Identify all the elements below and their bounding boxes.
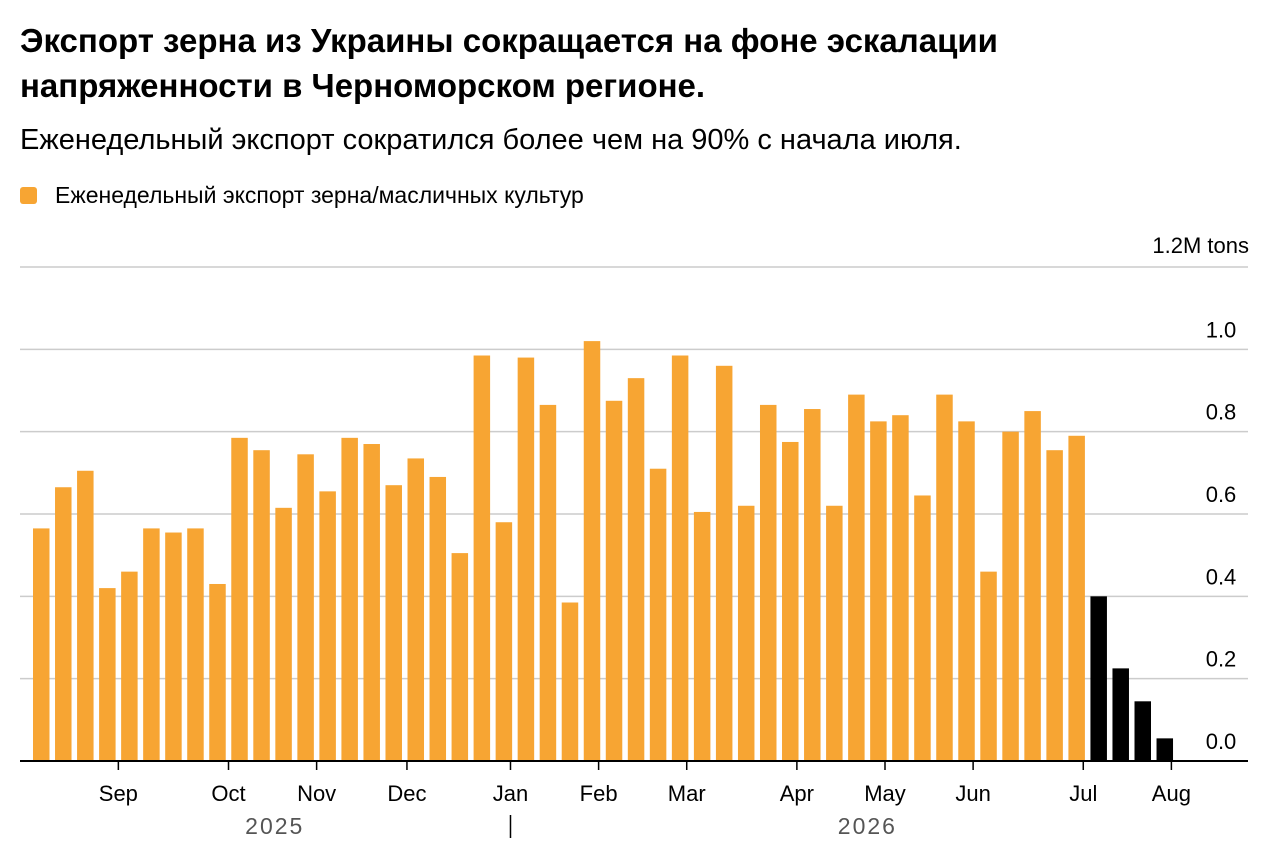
bar	[958, 421, 975, 761]
bar	[892, 415, 909, 761]
bar	[297, 454, 314, 761]
bar	[804, 409, 821, 761]
y-tick-label: 0.4	[1206, 564, 1237, 589]
bar	[627, 378, 645, 761]
bar	[275, 507, 292, 761]
bar	[848, 394, 865, 761]
bar	[407, 458, 425, 761]
x-tick-label: Jan	[493, 781, 528, 806]
bar	[914, 495, 931, 761]
legend: Еженедельный экспорт зерна/масличных кул…	[20, 180, 584, 210]
legend-swatch	[20, 186, 37, 204]
bar	[583, 341, 601, 761]
bar	[495, 522, 513, 761]
y-tick-label: 1.0	[1206, 317, 1237, 342]
chart-subtitle: Еженедельный экспорт сократился более че…	[20, 124, 962, 156]
x-tick-label: Mar	[668, 781, 706, 806]
bar	[165, 532, 182, 761]
bar	[1068, 435, 1085, 761]
bar	[693, 511, 711, 761]
year-label: 2026	[838, 813, 897, 839]
bar	[121, 571, 138, 761]
x-tick-label: Nov	[297, 781, 336, 806]
bar	[671, 355, 689, 761]
y-tick-label: 0.6	[1206, 482, 1237, 507]
bar	[1134, 701, 1151, 761]
bar	[782, 441, 799, 761]
bar	[33, 528, 50, 761]
bar	[143, 528, 160, 761]
bar	[341, 437, 358, 761]
bar	[539, 404, 557, 761]
bar	[936, 394, 953, 761]
bar	[77, 470, 94, 761]
bar	[561, 602, 579, 761]
x-tick-label: Jun	[955, 781, 990, 806]
x-tick-label: Aug	[1152, 781, 1191, 806]
bar	[187, 528, 204, 761]
chart-title: Экспорт зерна из Украины сокращается на …	[20, 22, 998, 104]
bar	[253, 450, 270, 761]
bar	[99, 588, 116, 761]
y-tick-label: 0.2	[1206, 647, 1237, 672]
x-tick-label: Dec	[387, 781, 426, 806]
bar	[451, 553, 469, 761]
bar	[715, 365, 733, 761]
bar	[55, 487, 72, 761]
bar	[319, 491, 336, 761]
bar	[826, 505, 843, 761]
bar	[1156, 738, 1174, 761]
x-tick-label: Sep	[99, 781, 138, 806]
x-tick-label: Feb	[580, 781, 618, 806]
bar	[429, 476, 447, 761]
bar	[1090, 596, 1107, 761]
legend-label: Еженедельный экспорт зерна/масличных кул…	[55, 182, 584, 208]
bar	[1002, 431, 1019, 761]
y-tick-label: 0.8	[1206, 400, 1237, 425]
x-tick-label: Jul	[1069, 781, 1097, 806]
x-tick-label: May	[864, 781, 906, 806]
y-tick-label: 0.0	[1206, 729, 1237, 754]
bar	[737, 505, 755, 761]
bar	[759, 404, 777, 761]
bar	[1046, 450, 1063, 761]
y-tick-label: 1.2M tons	[1152, 233, 1249, 258]
x-tick-label: Apr	[780, 781, 814, 806]
bar	[649, 468, 667, 761]
bar	[870, 421, 887, 761]
bar	[231, 437, 248, 761]
bar	[363, 444, 380, 761]
x-tick-label: Oct	[211, 781, 245, 806]
bar	[517, 357, 535, 761]
bar	[385, 485, 402, 761]
bar	[980, 571, 997, 761]
bar	[605, 400, 623, 761]
bar	[209, 583, 226, 761]
bar	[1112, 668, 1129, 761]
bar	[473, 355, 491, 761]
bar	[1024, 411, 1041, 761]
year-label: 2025	[245, 813, 304, 839]
